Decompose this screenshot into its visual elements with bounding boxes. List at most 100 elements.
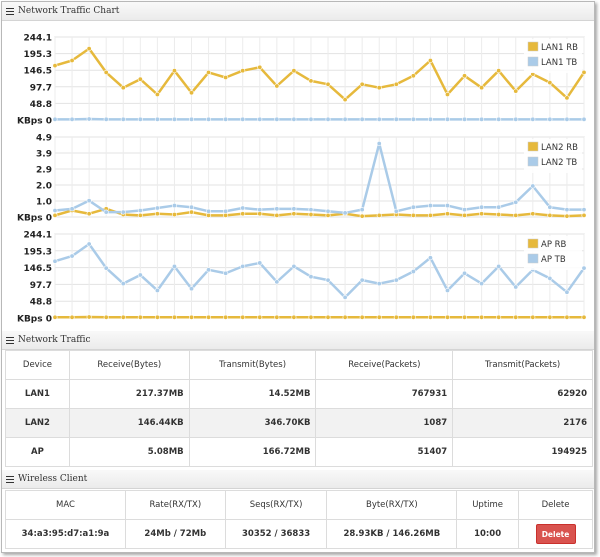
column-header: MAC (5, 490, 126, 520)
data-point (564, 289, 570, 295)
table-row: LAN1 217.37MB 14.52MB 767931 62920 (5, 379, 593, 409)
table-row: AP 5.08MB 166.72MB 51407 194925 (5, 437, 593, 467)
data-point (69, 116, 75, 122)
data-point (240, 116, 246, 122)
data-point (530, 211, 536, 217)
data-point (581, 212, 587, 218)
data-point (393, 314, 399, 320)
data-point (103, 209, 109, 215)
data-point (513, 284, 519, 290)
wireless-client-title: Wireless Client (18, 474, 88, 484)
data-point (479, 211, 485, 217)
data-point (496, 212, 502, 218)
data-point (257, 314, 263, 320)
data-point (171, 314, 177, 320)
data-point (189, 286, 195, 292)
legend-swatch (527, 41, 539, 52)
plot-area (54, 233, 585, 319)
y-tick-label: 48.8 (30, 298, 52, 308)
data-point (444, 211, 450, 217)
y-tick-label: 195.3 (24, 247, 52, 257)
data-point (240, 314, 246, 320)
data-point (223, 270, 229, 276)
data-point (496, 263, 502, 269)
data-point (257, 64, 263, 70)
data-point (120, 314, 126, 320)
data-point (479, 85, 485, 91)
y-tick-label: 4.9 (36, 134, 52, 144)
data-point (427, 116, 433, 122)
table-header-row: MAC Rate(RX/TX) Seqs(RX/TX) Byte(RX/TX) … (5, 490, 593, 520)
transmit-packets-cell: 2176 (452, 408, 593, 438)
legend-label: LAN1 RB (541, 43, 578, 53)
data-point (342, 210, 348, 216)
legend-swatch (527, 238, 539, 249)
receive-packets-cell: 51407 (315, 437, 454, 467)
data-point (444, 287, 450, 293)
data-point (513, 116, 519, 122)
receive-bytes-cell: 5.08MB (68, 437, 190, 467)
data-point (291, 211, 297, 217)
data-point (308, 212, 314, 218)
uptime-cell: 10:00 (456, 519, 520, 549)
data-point (410, 204, 416, 210)
y-tick-label: KBps 0 (17, 117, 52, 126)
column-header: Transmit(Packets) (452, 350, 593, 380)
data-point (257, 207, 263, 213)
data-point (240, 263, 246, 269)
data-point (496, 116, 502, 122)
column-header: Device (5, 350, 70, 380)
data-point (103, 69, 109, 75)
data-point (137, 76, 143, 82)
data-point (325, 212, 331, 218)
transmit-bytes-cell: 166.72MB (188, 437, 317, 467)
y-tick-label: 2.0 (36, 182, 52, 192)
data-point (444, 91, 450, 97)
data-point (325, 116, 331, 122)
data-point (240, 205, 246, 211)
data-point (479, 116, 485, 122)
data-point (547, 212, 553, 218)
traffic-chart-header: Network Traffic Chart (2, 2, 594, 21)
data-point (69, 253, 75, 259)
data-point (325, 277, 331, 283)
data-point (393, 208, 399, 214)
data-point (376, 85, 382, 91)
data-point (308, 274, 314, 280)
transmit-packets-cell: 62920 (452, 379, 593, 409)
data-point (189, 204, 195, 210)
data-point (291, 116, 297, 122)
data-point (513, 199, 519, 205)
data-point (189, 90, 195, 96)
data-point (291, 206, 297, 212)
data-point (359, 116, 365, 122)
data-point (427, 203, 433, 209)
traffic-chart-title: Network Traffic Chart (18, 6, 120, 16)
receive-packets-cell: 1087 (315, 408, 454, 438)
data-point (564, 213, 570, 219)
y-tick-label: 2.9 (36, 166, 52, 176)
data-point (513, 314, 519, 320)
data-point (496, 68, 502, 74)
legend-swatch (527, 156, 539, 167)
receive-bytes-cell: 217.37MB (68, 379, 190, 409)
data-point (496, 314, 502, 320)
data-point (496, 204, 502, 210)
delete-button[interactable]: Delete (535, 524, 576, 544)
data-point (581, 116, 587, 122)
lan2-traffic-chart: 4.9 3.9 2.9 2.0 1.0 KBps 0 LAN2 RB LAN2 TB (17, 134, 587, 222)
data-point (86, 116, 92, 122)
table-row: LAN2 146.44KB 346.70KB 1087 2176 (5, 408, 593, 438)
device-cell: LAN1 (5, 379, 70, 409)
data-point (274, 314, 280, 320)
data-point (274, 212, 280, 218)
data-point (223, 74, 229, 80)
data-point (427, 57, 433, 63)
data-point (530, 116, 536, 122)
device-cell: LAN2 (5, 408, 70, 438)
column-header: Byte(RX/TX) (326, 490, 458, 520)
network-traffic-title: Network Traffic (18, 335, 91, 345)
data-point (462, 207, 468, 213)
data-point (427, 314, 433, 320)
